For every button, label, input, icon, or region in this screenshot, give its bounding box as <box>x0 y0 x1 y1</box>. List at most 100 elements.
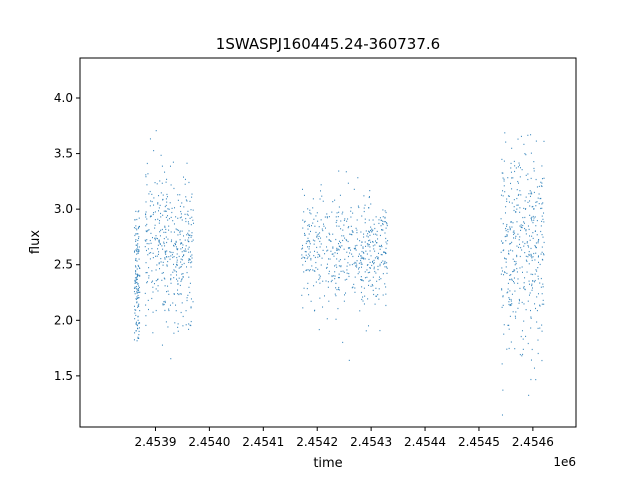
data-point <box>500 251 502 253</box>
data-point <box>174 242 176 245</box>
data-point <box>315 261 317 264</box>
data-point <box>303 287 305 289</box>
data-point <box>526 241 528 243</box>
data-point <box>357 268 359 270</box>
data-point <box>508 250 510 252</box>
data-point <box>534 303 536 305</box>
data-point <box>516 221 518 223</box>
data-point <box>146 184 148 186</box>
data-point <box>345 171 347 173</box>
data-point <box>137 248 139 251</box>
data-point <box>504 257 506 259</box>
data-point <box>509 278 511 281</box>
data-point <box>364 271 366 273</box>
data-point <box>519 353 521 356</box>
data-point <box>378 245 380 247</box>
data-point <box>519 267 521 269</box>
data-point <box>501 270 503 272</box>
data-point <box>189 324 191 326</box>
data-point <box>522 338 524 340</box>
data-point <box>374 270 376 273</box>
data-point <box>190 224 192 226</box>
data-point <box>522 271 523 273</box>
data-point <box>190 262 192 264</box>
data-point <box>363 236 365 238</box>
data-point <box>542 218 544 220</box>
data-point <box>331 211 333 213</box>
data-point <box>356 260 358 262</box>
data-point <box>187 294 189 296</box>
data-point <box>525 259 527 261</box>
data-point <box>337 276 339 279</box>
data-point <box>137 297 139 299</box>
data-point <box>160 258 162 260</box>
data-point <box>367 298 369 300</box>
data-point <box>177 323 179 325</box>
data-point <box>352 255 354 258</box>
data-point <box>543 254 545 256</box>
x-axis-label: time <box>313 456 342 471</box>
data-point <box>313 218 315 220</box>
data-point <box>373 293 375 296</box>
data-point <box>319 240 321 243</box>
data-point <box>386 223 388 225</box>
data-point <box>543 140 545 142</box>
data-point <box>335 238 337 241</box>
data-point <box>523 222 525 224</box>
data-point <box>182 273 184 275</box>
data-point <box>501 267 503 269</box>
data-point <box>502 223 504 225</box>
data-point <box>172 302 174 304</box>
data-point <box>530 327 532 329</box>
data-point <box>308 253 310 255</box>
data-point <box>181 242 183 244</box>
data-point <box>138 210 140 212</box>
data-point <box>537 240 539 242</box>
data-point <box>373 263 375 265</box>
data-point <box>136 218 138 221</box>
data-point <box>385 241 387 243</box>
data-point <box>536 186 538 188</box>
data-point <box>134 250 136 252</box>
data-point <box>363 287 365 289</box>
data-point <box>530 253 532 255</box>
data-point <box>541 178 543 180</box>
data-point <box>331 275 333 277</box>
data-point <box>382 216 384 218</box>
data-point <box>145 324 147 327</box>
data-point <box>155 309 157 312</box>
data-point <box>512 177 514 179</box>
data-point <box>158 210 159 212</box>
data-point <box>349 252 351 254</box>
data-point <box>510 274 512 276</box>
data-point <box>541 293 543 295</box>
data-point <box>356 238 358 240</box>
data-point <box>323 223 325 225</box>
data-point <box>162 264 164 266</box>
data-point <box>145 304 147 306</box>
data-point <box>379 234 381 237</box>
data-point <box>316 234 318 236</box>
data-point <box>164 300 166 302</box>
data-point <box>152 291 154 293</box>
data-point <box>173 255 175 258</box>
data-point <box>526 242 528 244</box>
data-point <box>340 270 342 273</box>
data-point <box>360 263 362 265</box>
data-point <box>541 165 543 167</box>
data-point <box>328 300 330 302</box>
data-point <box>519 176 521 178</box>
x-tick-label: 2.4540 <box>188 435 230 449</box>
data-point <box>135 298 137 301</box>
data-point <box>146 242 148 245</box>
data-point <box>159 243 161 245</box>
data-point <box>535 205 537 207</box>
data-point <box>507 324 509 326</box>
data-point <box>151 193 153 195</box>
data-point <box>322 306 324 308</box>
data-point <box>374 250 376 252</box>
data-point <box>508 324 510 326</box>
data-point <box>158 207 160 209</box>
data-point <box>148 277 150 279</box>
data-point <box>358 267 360 269</box>
